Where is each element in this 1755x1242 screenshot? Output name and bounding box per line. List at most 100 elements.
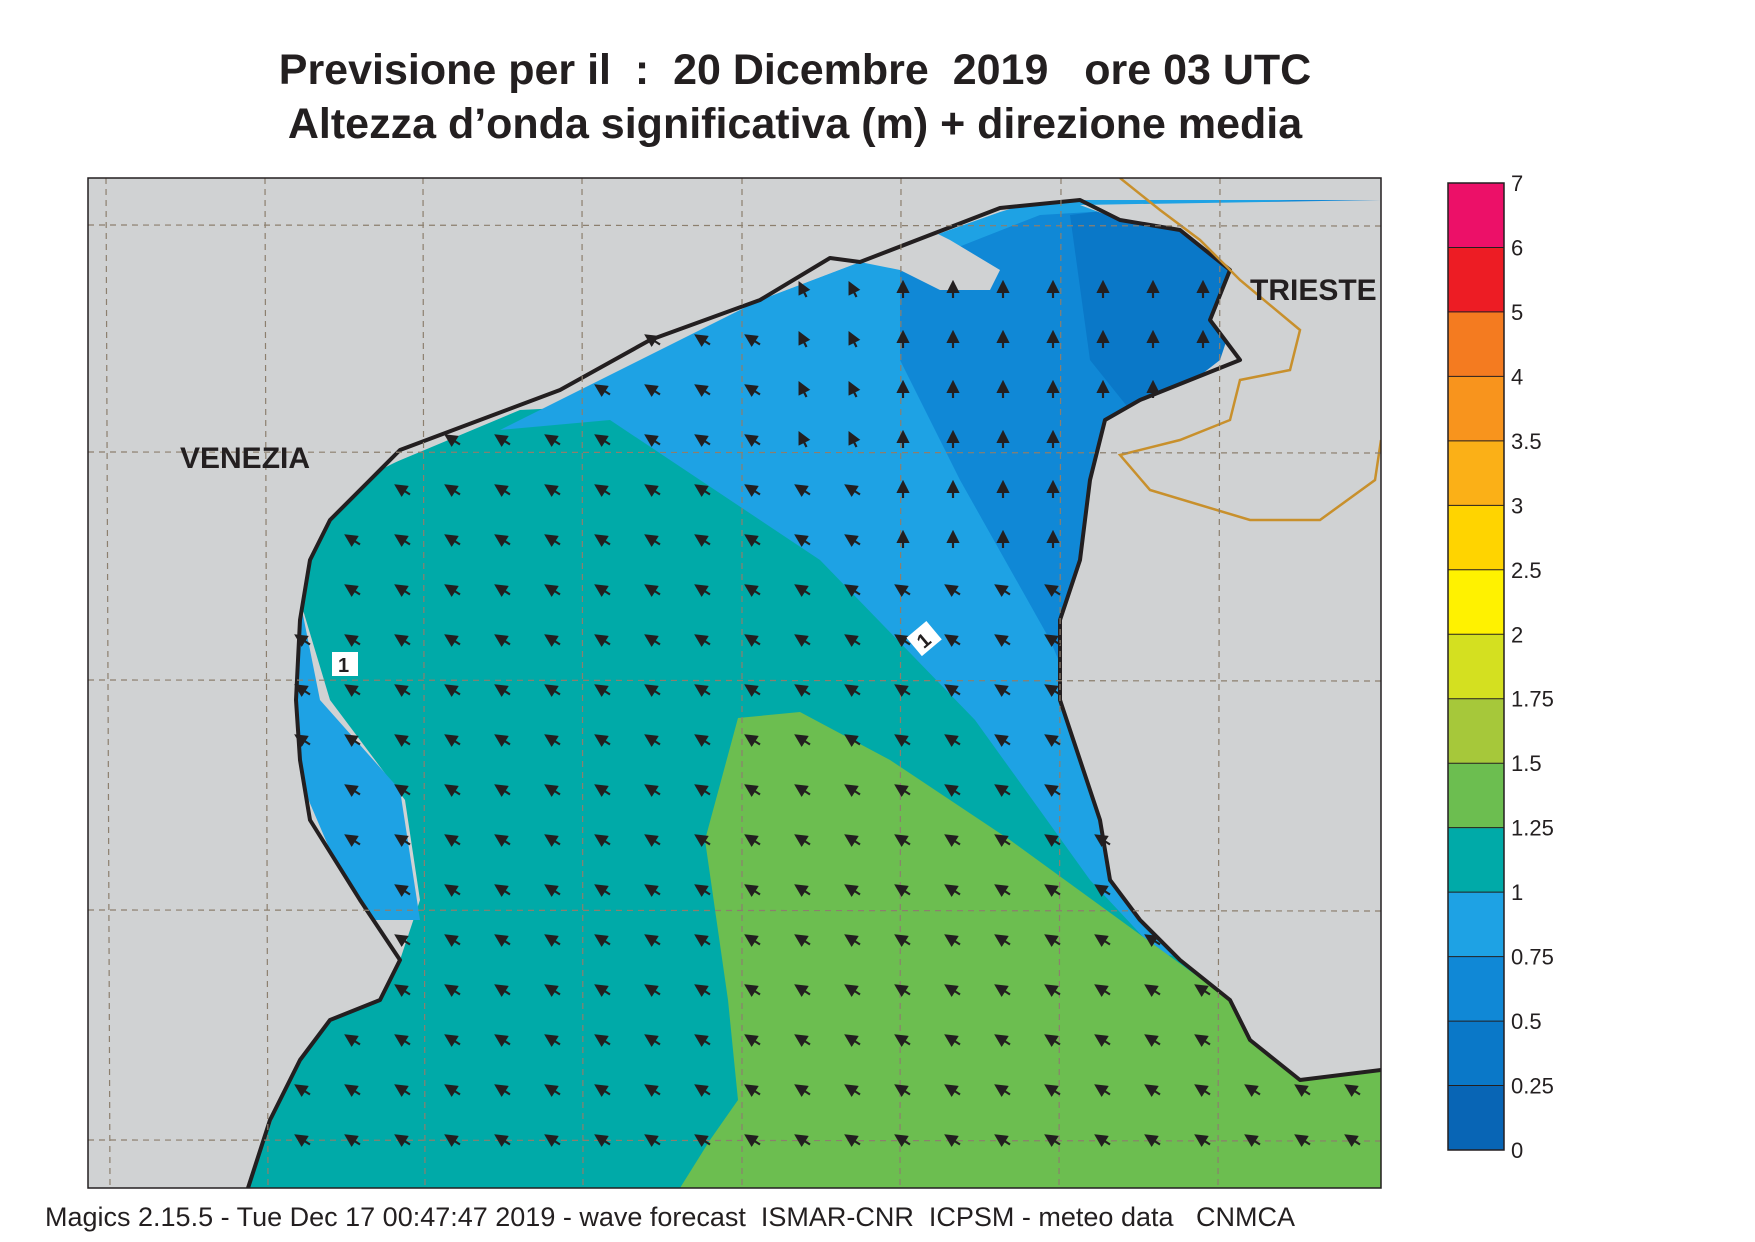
direction-arrow bbox=[594, 434, 611, 448]
direction-arrow bbox=[848, 331, 861, 348]
direction-arrow bbox=[494, 734, 511, 748]
map-frame bbox=[87, 177, 1382, 1189]
direction-arrow bbox=[744, 1134, 761, 1148]
direction-arrow bbox=[944, 984, 961, 998]
direction-arrow bbox=[794, 984, 811, 998]
coastline bbox=[246, 198, 1381, 1188]
direction-arrow bbox=[694, 384, 711, 398]
direction-arrow bbox=[694, 1084, 711, 1098]
direction-arrow bbox=[344, 1034, 361, 1048]
direction-arrow bbox=[1094, 934, 1111, 948]
direction-arrow bbox=[644, 1034, 661, 1048]
direction-arrow bbox=[1044, 984, 1061, 998]
direction-arrow bbox=[1094, 1034, 1111, 1048]
direction-arrow bbox=[644, 984, 661, 998]
colorbar-swatch bbox=[1448, 569, 1504, 635]
direction-arrow bbox=[644, 884, 661, 898]
direction-arrow bbox=[994, 884, 1011, 898]
direction-arrow bbox=[644, 734, 661, 748]
direction-arrow bbox=[344, 834, 361, 848]
wave-band-0-75-1-west bbox=[292, 470, 420, 920]
direction-arrow bbox=[644, 334, 661, 348]
direction-arrow bbox=[444, 534, 461, 548]
direction-arrow bbox=[394, 634, 411, 648]
direction-arrow bbox=[394, 484, 411, 498]
direction-arrow bbox=[794, 884, 811, 898]
direction-arrow bbox=[944, 734, 961, 748]
colorbar-tick-label: 1.25 bbox=[1511, 816, 1554, 841]
direction-arrow bbox=[594, 684, 611, 698]
direction-arrow bbox=[694, 334, 711, 348]
direction-arrow bbox=[844, 784, 861, 798]
direction-arrow bbox=[744, 434, 761, 448]
direction-arrow bbox=[544, 684, 561, 698]
direction-arrow bbox=[544, 484, 561, 498]
direction-arrow bbox=[1094, 984, 1111, 998]
direction-arrow bbox=[944, 634, 961, 648]
colorbar-swatch bbox=[1448, 827, 1504, 893]
direction-arrow bbox=[594, 984, 611, 998]
contour-label: 1 bbox=[906, 621, 942, 657]
direction-arrow bbox=[544, 634, 561, 648]
direction-arrow bbox=[494, 484, 511, 498]
direction-arrow bbox=[394, 684, 411, 698]
direction-arrow bbox=[894, 834, 911, 848]
direction-arrow bbox=[1044, 884, 1061, 898]
lagoon-islands-land bbox=[200, 400, 430, 720]
direction-arrow bbox=[844, 534, 861, 548]
colorbar-tick-label: 2.5 bbox=[1511, 558, 1542, 583]
map-title: Previsione per il : 20 Dicembre 2019 ore… bbox=[278, 46, 1312, 94]
colorbar-tick-label: 3 bbox=[1511, 493, 1523, 518]
colorbar-swatch bbox=[1448, 376, 1504, 442]
direction-arrow bbox=[344, 1134, 361, 1148]
direction-arrow bbox=[1094, 1084, 1111, 1098]
direction-arrow bbox=[744, 534, 761, 548]
direction-arrow bbox=[944, 1134, 961, 1148]
direction-arrow bbox=[894, 984, 911, 998]
direction-arrow bbox=[644, 484, 661, 498]
direction-arrow bbox=[944, 784, 961, 798]
direction-arrow bbox=[594, 584, 611, 598]
direction-arrow bbox=[1294, 1134, 1311, 1148]
direction-arrow bbox=[798, 331, 811, 348]
direction-arrow bbox=[1194, 1084, 1211, 1098]
footer-credits: Magics 2.15.5 - Tue Dec 17 00:47:47 2019… bbox=[45, 1202, 1296, 1232]
direction-arrow bbox=[1194, 1134, 1211, 1148]
colorbar-swatch bbox=[1448, 1021, 1504, 1087]
direction-arrow bbox=[894, 884, 911, 898]
direction-arrow bbox=[444, 434, 461, 448]
direction-arrow bbox=[844, 584, 861, 598]
colorbar-swatch bbox=[1448, 956, 1504, 1022]
direction-arrow bbox=[644, 584, 661, 598]
direction-arrow bbox=[544, 1084, 561, 1098]
direction-arrow bbox=[344, 634, 361, 648]
direction-arrow bbox=[644, 534, 661, 548]
direction-arrow bbox=[1044, 734, 1061, 748]
direction-arrow bbox=[694, 484, 711, 498]
direction-arrow bbox=[544, 934, 561, 948]
direction-arrow bbox=[1144, 934, 1161, 948]
colorbar-tick-label: 4 bbox=[1511, 364, 1523, 389]
direction-arrow bbox=[744, 934, 761, 948]
colorbar-tick-label: 6 bbox=[1511, 235, 1523, 260]
direction-arrow bbox=[894, 684, 911, 698]
colorbar-swatch bbox=[1448, 247, 1504, 313]
colorbar-tick-label: 1.5 bbox=[1511, 751, 1542, 776]
direction-arrow bbox=[394, 1084, 411, 1098]
map-subtitle: Altezza d’onda significativa (m) + direz… bbox=[287, 100, 1303, 148]
istria-land bbox=[1100, 270, 1381, 1010]
direction-arrow bbox=[594, 934, 611, 948]
direction-arrow bbox=[1144, 1034, 1161, 1048]
direction-arrow bbox=[1044, 934, 1061, 948]
direction-arrow bbox=[1244, 1084, 1261, 1098]
direction-arrow bbox=[844, 884, 861, 898]
direction-arrow bbox=[994, 1034, 1011, 1048]
direction-arrow bbox=[944, 684, 961, 698]
direction-arrow bbox=[594, 884, 611, 898]
direction-arrow bbox=[394, 1134, 411, 1148]
direction-arrow bbox=[794, 1034, 811, 1048]
direction-arrow bbox=[644, 434, 661, 448]
direction-arrow bbox=[844, 984, 861, 998]
direction-arrow bbox=[794, 834, 811, 848]
north-coast-land bbox=[88, 178, 1381, 760]
